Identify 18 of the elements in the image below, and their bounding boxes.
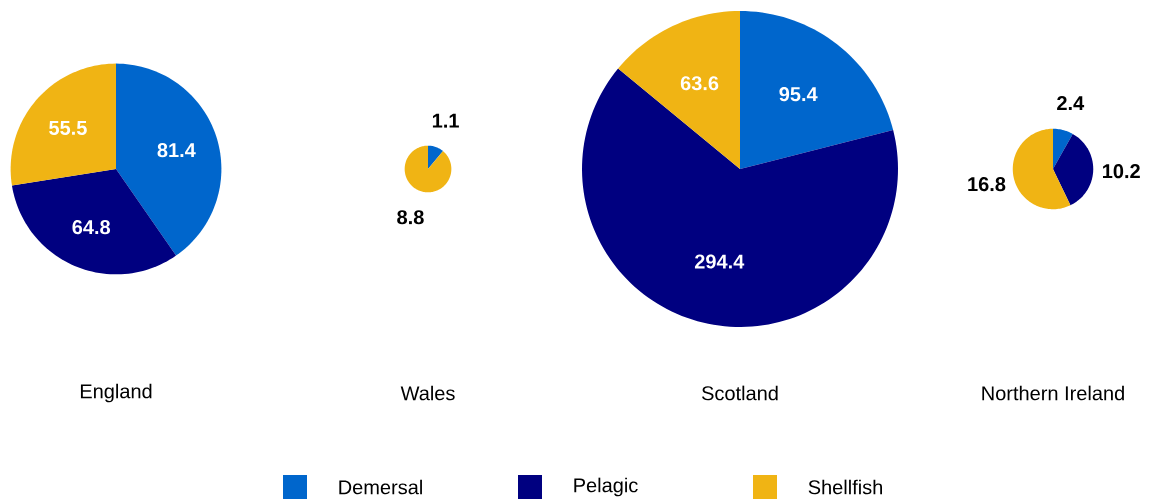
text: Northern Ireland	[982, 385, 1124, 401]
legend-label: Demersal	[339, 479, 422, 495]
text: Wales	[400, 385, 455, 401]
data-label: 55.5	[49, 121, 87, 136]
data-label: 81.4	[157, 143, 196, 158]
legend-label: Pelagic	[574, 477, 638, 497]
data-label: 16.8	[968, 177, 1006, 192]
data-label: 64.8	[72, 220, 111, 235]
text: Scotland	[701, 385, 778, 401]
legend-label: Shellfish	[808, 479, 882, 495]
data-label: 294.4	[694, 254, 745, 269]
text: England	[80, 383, 152, 403]
data-label: 2.4	[1057, 96, 1085, 111]
data-label: 95.4	[779, 87, 818, 102]
data-label: 63.6	[680, 76, 719, 91]
data-label: 1.1	[432, 113, 459, 128]
data-label: 10.2	[1102, 164, 1140, 179]
data-label: 8.8	[397, 210, 424, 225]
